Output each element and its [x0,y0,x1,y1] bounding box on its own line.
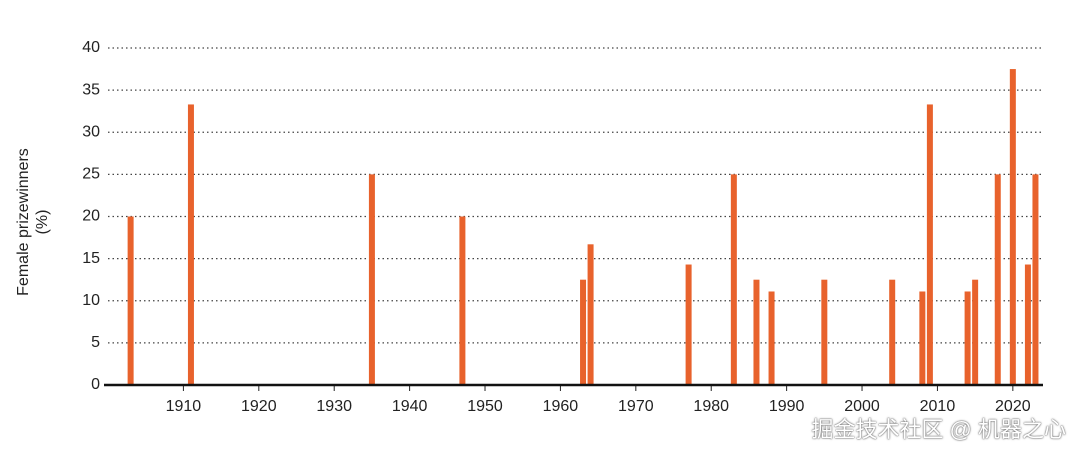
y-tick-label: 10 [82,292,100,309]
y-tick-label: 20 [82,208,100,225]
x-tick-label: 1960 [543,398,579,415]
bar [994,174,1001,385]
y-tick-label: 5 [91,334,100,351]
x-tick-label: 2020 [995,398,1031,415]
bar [1024,264,1031,385]
x-tick-label: 1910 [166,398,202,415]
y-tick-label: 15 [82,250,100,267]
y-tick-label: 0 [91,376,100,393]
bar [730,174,737,385]
bar [768,291,775,385]
bar [368,174,375,385]
x-tick-label: 1990 [769,398,805,415]
bar [889,279,896,385]
bar [821,279,828,385]
x-tick-label: 1930 [316,398,352,415]
bar [580,279,587,385]
y-tick-label: 25 [82,166,100,183]
bar [926,104,933,385]
bar [753,279,760,385]
bar [127,216,134,385]
bar [1032,174,1039,385]
bar [972,279,979,385]
y-tick-label: 35 [82,81,100,98]
bar [919,291,926,385]
x-tick-label: 1940 [392,398,428,415]
y-tick-label: 30 [82,123,100,140]
x-tick-label: 1920 [241,398,277,415]
y-tick-label: 40 [82,39,100,56]
bar [187,104,194,385]
x-tick-label: 2010 [920,398,956,415]
x-tick-label: 1970 [618,398,654,415]
x-tick-label: 2000 [844,398,880,415]
bar [587,244,594,385]
x-tick-label: 1980 [693,398,729,415]
watermark: 掘金技术社区 @ 机器之心 [811,417,1066,442]
bar [459,216,466,385]
x-tick-label: 1950 [467,398,503,415]
bar [685,264,692,385]
bar [964,291,971,385]
y-axis-label: Female prizewinners (%) [15,148,51,296]
bar [1009,69,1016,385]
